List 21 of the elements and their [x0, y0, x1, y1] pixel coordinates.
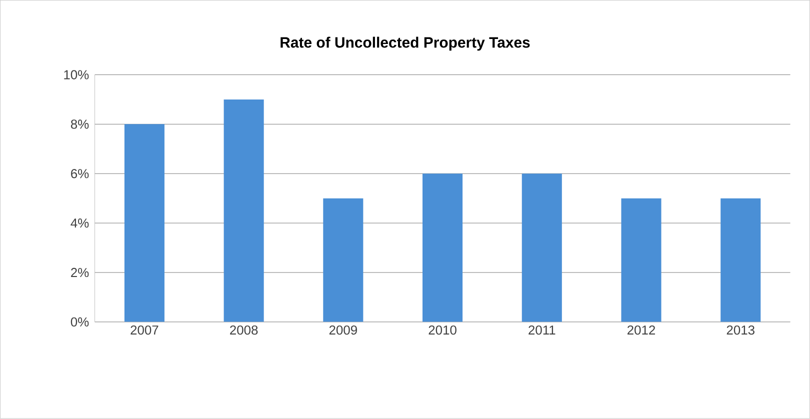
- bar: [323, 198, 364, 322]
- bar: [224, 100, 264, 322]
- chart-title: Rate of Uncollected Property Taxes: [280, 36, 530, 51]
- x-tick-label: 2012: [627, 326, 656, 335]
- y-tick-label: 0%: [70, 317, 89, 327]
- x-tick-label: 2008: [230, 326, 258, 335]
- y-tick-label: 8%: [70, 120, 89, 129]
- bar: [522, 174, 562, 322]
- bar: [720, 198, 761, 322]
- x-tick-label: 2013: [726, 326, 754, 335]
- x-tick-label: 2010: [428, 326, 456, 335]
- x-tick-label: 2011: [528, 326, 556, 335]
- y-tick-label: 4%: [70, 218, 89, 228]
- x-tick-label: 2009: [329, 326, 357, 335]
- y-tick-label: 10%: [64, 70, 89, 80]
- x-tick-label: 2007: [130, 326, 158, 335]
- bar: [124, 124, 164, 322]
- bar: [621, 198, 662, 322]
- y-tick-label: 2%: [71, 268, 89, 278]
- y-tick-label: 6%: [71, 169, 89, 178]
- bar: [422, 174, 463, 322]
